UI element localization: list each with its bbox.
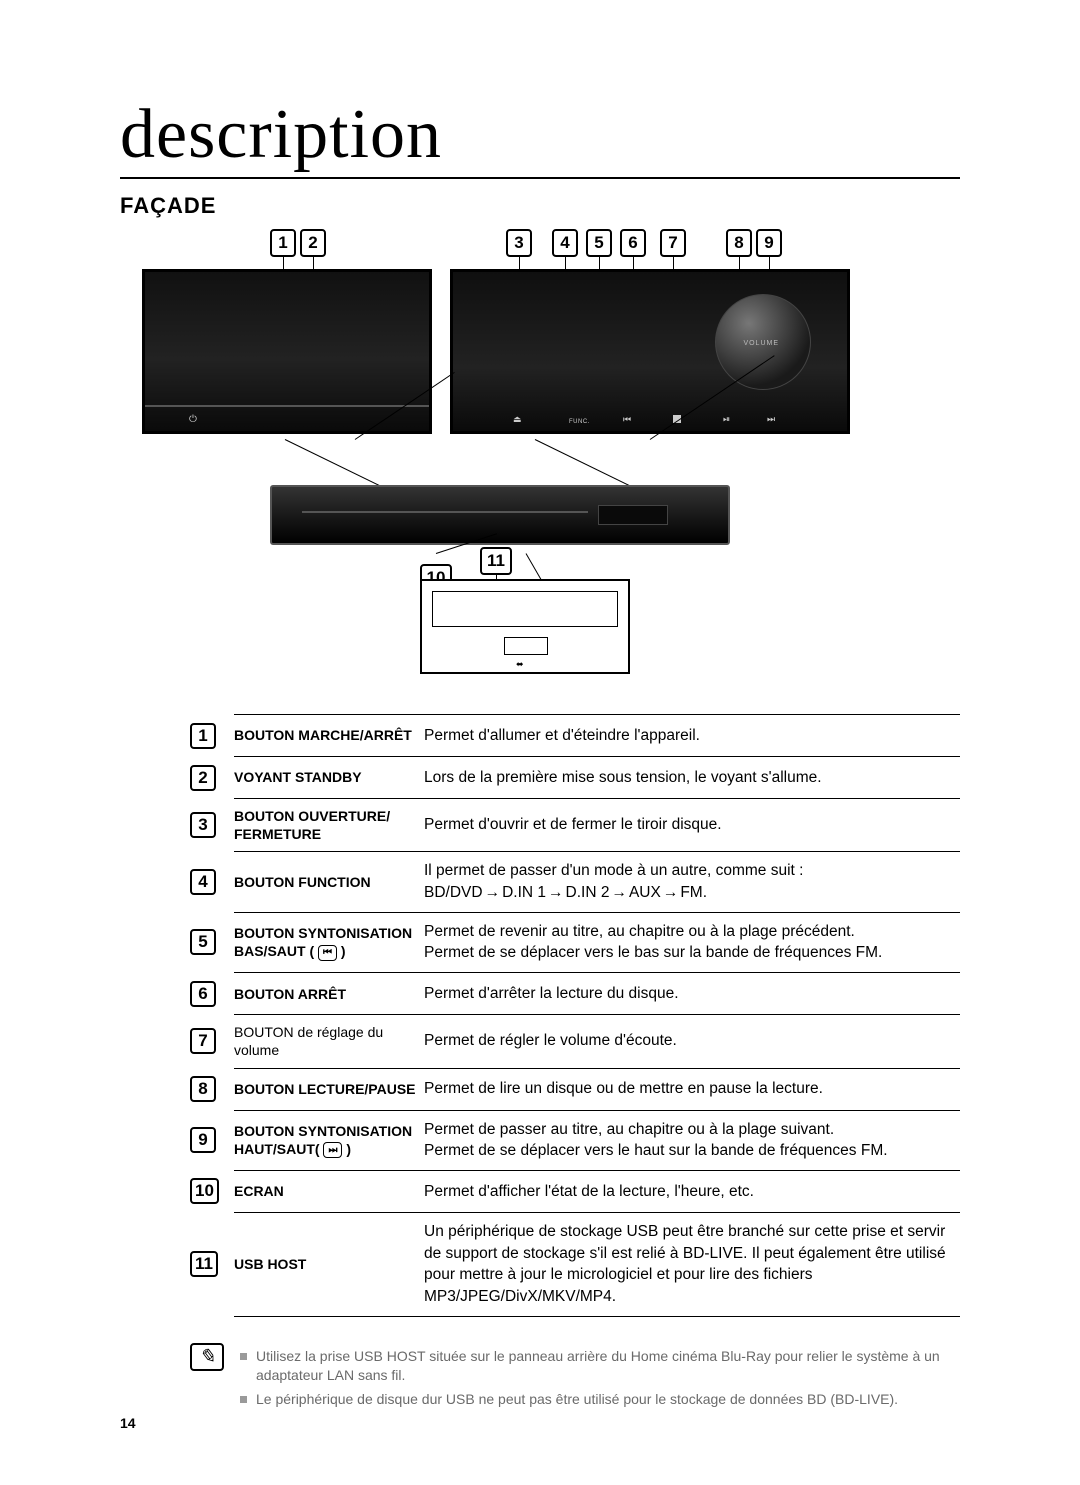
eject-icon: ⏏ — [513, 414, 522, 425]
callout-9: 9 — [756, 229, 782, 257]
row-description: Permet d'allumer et d'éteindre l'apparei… — [424, 715, 960, 757]
diagram: 1 2 3 4 5 6 7 8 9 ⏻ VOLUME ⏏ FUNC. ⏮ ⏯ ⏭ — [120, 229, 960, 704]
row-number: 3 — [190, 799, 234, 852]
row-number: 10 — [190, 1170, 234, 1212]
row-number: 7 — [190, 1015, 234, 1068]
row-description: Un périphérique de stockage USB peut êtr… — [424, 1212, 960, 1316]
row-description: Permet d'arrêter la lecture du disque. — [424, 973, 960, 1015]
callout-8: 8 — [726, 229, 752, 257]
row-label: BOUTON MARCHE/ARRÊT — [234, 715, 424, 757]
note-icon: ✎ — [190, 1343, 224, 1371]
notes-block: ✎ Utilisez la prise USB HOST située sur … — [190, 1343, 960, 1416]
device-display — [598, 505, 668, 525]
callout-4: 4 — [552, 229, 578, 257]
callout-1: 1 — [270, 229, 296, 257]
callout-7: 7 — [660, 229, 686, 257]
next-icon: ⏭ — [767, 414, 775, 425]
callout-11: 11 — [480, 547, 512, 575]
callout-2: 2 — [300, 229, 326, 257]
page-number: 14 — [120, 1415, 136, 1431]
row-number: 11 — [190, 1212, 234, 1316]
closeup-right-panel: VOLUME ⏏ FUNC. ⏮ ⏯ ⏭ — [450, 269, 850, 434]
note-item: Utilisez la prise USB HOST située sur le… — [240, 1347, 960, 1385]
row-description: Permet d'afficher l'état de la lecture, … — [424, 1170, 960, 1212]
row-label: VOYANT STANDBY — [234, 757, 424, 799]
device-front — [270, 485, 730, 545]
play-pause-icon: ⏯ — [723, 414, 730, 425]
row-description: Permet de lire un disque ou de mettre en… — [424, 1068, 960, 1110]
row-label: BOUTON SYNTONISATIONBAS/SAUT ( ⏮ ) — [234, 912, 424, 972]
row-number: 1 — [190, 715, 234, 757]
callout-6: 6 — [620, 229, 646, 257]
row-label: BOUTON ARRÊT — [234, 973, 424, 1015]
usb-port-icon — [504, 637, 548, 655]
callout-5: 5 — [586, 229, 612, 257]
row-label: BOUTON SYNTONISATIONHAUT/SAUT( ⏭ ) — [234, 1110, 424, 1170]
volume-label: VOLUME — [743, 340, 779, 347]
row-description: Permet de passer au titre, au chapitre o… — [424, 1110, 960, 1170]
closeup-left-panel: ⏻ — [142, 269, 432, 434]
row-number: 4 — [190, 852, 234, 912]
row-number: 2 — [190, 757, 234, 799]
row-number: 9 — [190, 1110, 234, 1170]
function-label: FUNC. — [569, 419, 590, 425]
row-number: 5 — [190, 912, 234, 972]
front-flap-detail: ⬌ — [420, 579, 630, 674]
row-label: ECRAN — [234, 1170, 424, 1212]
row-label: BOUTON LECTURE/PAUSE — [234, 1068, 424, 1110]
skip-forward-icon: ⏭ — [323, 1142, 342, 1158]
row-description: Permet d'ouvrir et de fermer le tiroir d… — [424, 799, 960, 852]
row-description: Lors de la première mise sous tension, l… — [424, 757, 960, 799]
row-description: Il permet de passer d'un mode à un autre… — [424, 852, 960, 912]
note-item: Le périphérique de disque dur USB ne peu… — [240, 1390, 960, 1409]
controls-table: 1BOUTON MARCHE/ARRÊTPermet d'allumer et … — [190, 714, 960, 1317]
usb-symbol: ⬌ — [516, 659, 524, 670]
section-heading: FAÇADE — [120, 193, 960, 219]
row-label: BOUTON OUVERTURE/FERMETURE — [234, 799, 424, 852]
skip-back-icon: ⏮ — [318, 945, 337, 961]
row-description: Permet de revenir au titre, au chapitre … — [424, 912, 960, 972]
prev-icon: ⏮ — [623, 414, 631, 425]
row-number: 8 — [190, 1068, 234, 1110]
row-label: BOUTON de réglage du volume — [234, 1015, 424, 1068]
row-number: 6 — [190, 973, 234, 1015]
callout-3: 3 — [506, 229, 532, 257]
row-label: USB HOST — [234, 1212, 424, 1316]
page-title: description — [120, 95, 960, 179]
power-icon: ⏻ — [189, 414, 197, 425]
row-description: Permet de régler le volume d'écoute. — [424, 1015, 960, 1068]
row-label: BOUTON FUNCTION — [234, 852, 424, 912]
